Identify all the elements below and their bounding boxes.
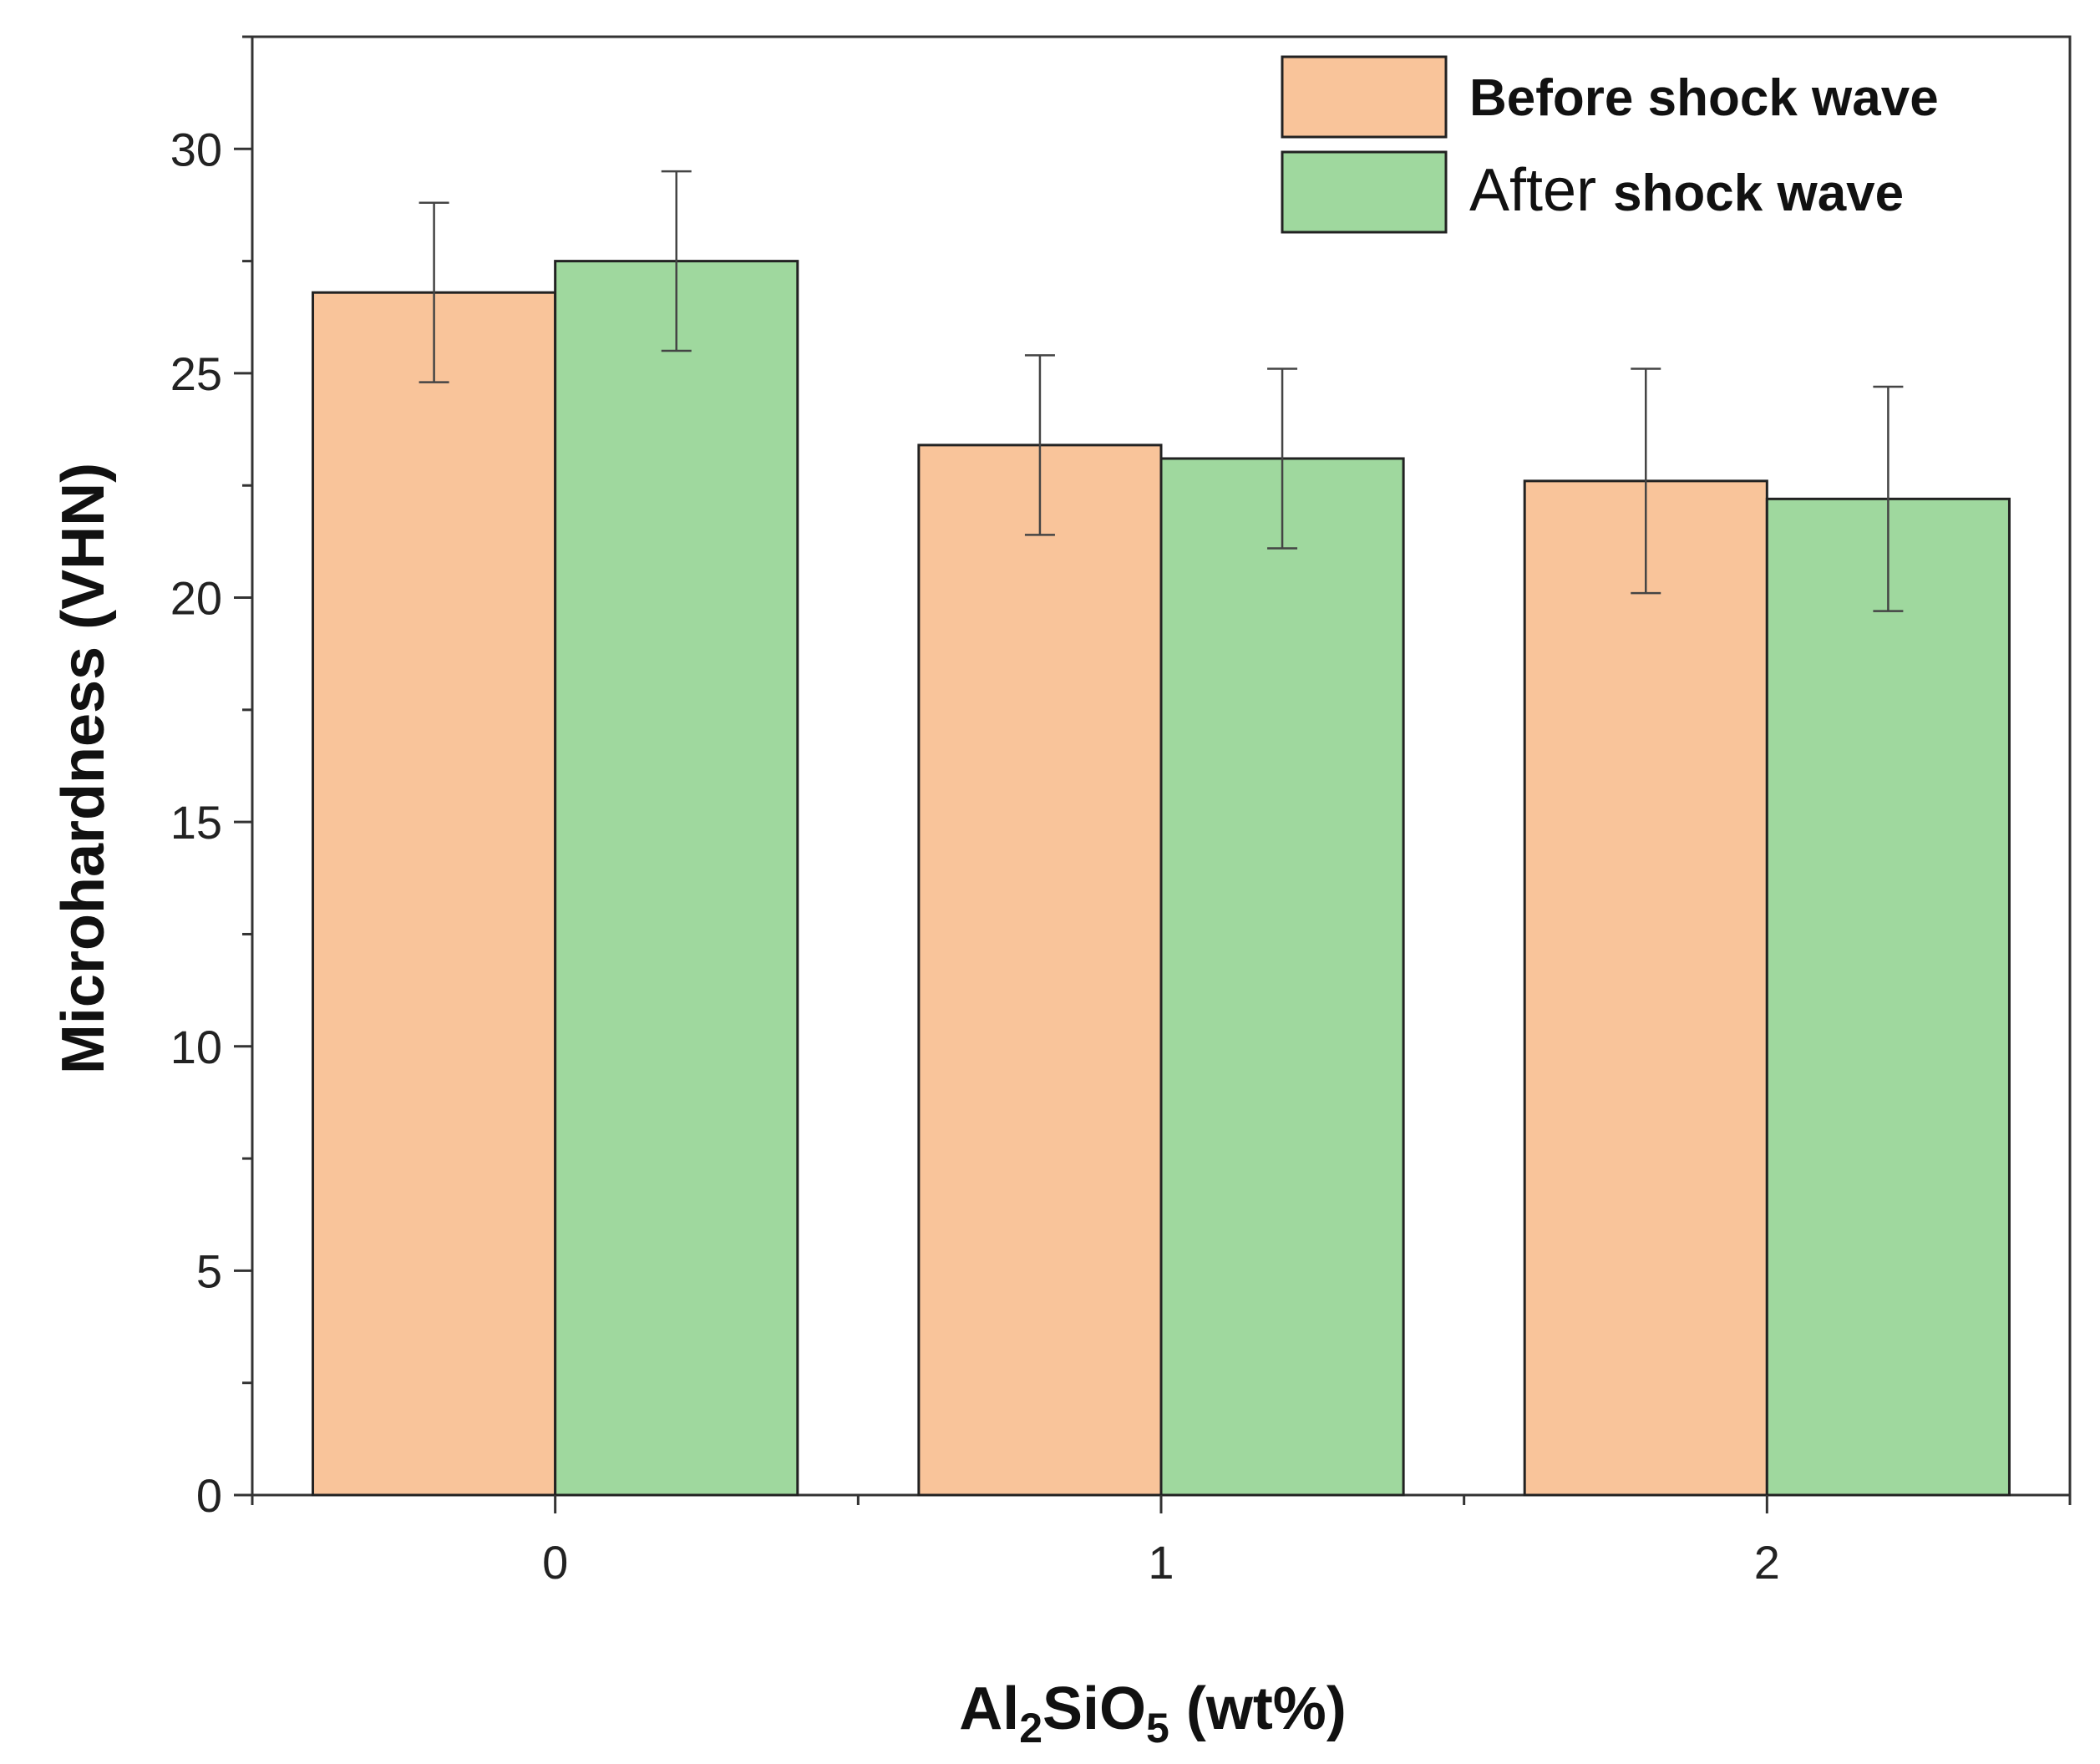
bar-before-0	[312, 291, 557, 1497]
y-tick-label: 20	[170, 572, 222, 625]
bar-after-1	[1159, 457, 1405, 1497]
x-tick-label: 1	[1148, 1536, 1174, 1589]
x-axis-title-main: Al	[959, 1675, 1019, 1742]
bar-after-2	[1765, 497, 2011, 1497]
bar-before-1	[917, 444, 1163, 1497]
x-axis-title: Al2SiO5 (wt%)	[959, 1675, 1347, 1751]
x-tick-label: 0	[542, 1536, 568, 1589]
bar-after-0	[554, 260, 799, 1497]
error-bars-group	[418, 170, 1904, 612]
x-axis-title-tail: (wt%)	[1169, 1675, 1347, 1742]
axes-group: 0 5 10 15 20 25 30 0 1 2	[170, 35, 2072, 1589]
legend-label-after: After shock wave	[1469, 157, 1904, 224]
x-tick-label: 2	[1754, 1536, 1780, 1589]
y-tick-label: 30	[170, 123, 222, 175]
y-tick-label: 5	[196, 1244, 222, 1297]
bars-group	[312, 260, 2011, 1497]
x-axis-title-sub2: 5	[1146, 1705, 1169, 1751]
x-axis-title-mid: SiO	[1042, 1675, 1146, 1742]
legend-swatch-after	[1281, 150, 1448, 234]
bar-before-2	[1523, 479, 1768, 1497]
legend-swatch-before	[1281, 55, 1448, 139]
legend-label-bold: Before shock wave	[1469, 69, 1939, 127]
legend: Before shock wave After shock wave	[1281, 55, 1939, 234]
y-tick-label: 25	[170, 347, 222, 400]
legend-label-plain: After	[1469, 157, 1613, 224]
y-tick-label: 15	[170, 796, 222, 849]
y-tick-label: 0	[196, 1469, 222, 1522]
legend-label-before: Before shock wave	[1469, 69, 1939, 127]
legend-label-bold: shock wave	[1613, 165, 1904, 222]
y-tick-label: 10	[170, 1021, 222, 1073]
x-axis-title-sub1: 2	[1019, 1705, 1042, 1751]
y-axis-title: Microhardness (VHN)	[50, 463, 117, 1074]
